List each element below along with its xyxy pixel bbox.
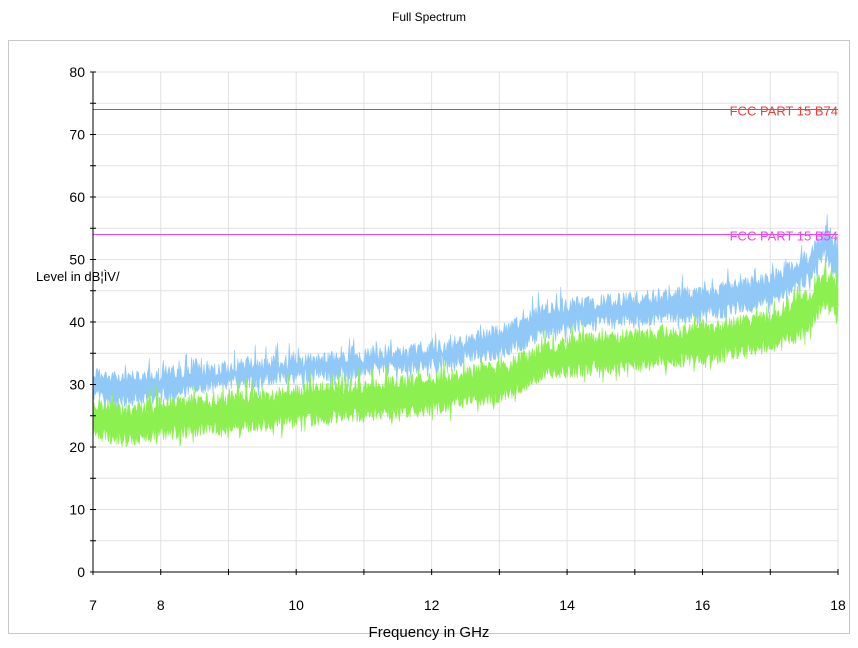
x-tick-label: 8 <box>157 597 165 613</box>
x-tick-label: 16 <box>695 597 711 613</box>
x-tick-label: 7 <box>89 597 97 613</box>
limit-line-label-2: FCC PART 15 B54 <box>730 229 838 244</box>
x-tick-label: 14 <box>559 597 575 613</box>
y-tick-label: 30 <box>69 377 85 393</box>
series-band-2 <box>92 254 839 448</box>
y-tick-label: 70 <box>69 127 85 143</box>
y-tick-label: 10 <box>69 502 85 518</box>
y-axis-label: Level in dB¦ÌV/ <box>36 269 120 284</box>
limit-line-label-1: FCC PART 15 B74 <box>730 104 838 119</box>
x-tick-label: 10 <box>288 597 304 613</box>
chart-frame <box>8 40 850 634</box>
x-tick-label: 12 <box>424 597 440 613</box>
y-tick-label: 60 <box>69 189 85 205</box>
x-tick-label: 18 <box>830 597 846 613</box>
chart-title: Full Spectrum <box>391 10 467 24</box>
y-tick-label: 20 <box>69 439 85 455</box>
y-tick-label: 0 <box>77 564 85 580</box>
x-axis-label: Frequency in GHz <box>368 624 490 641</box>
y-tick-label: 50 <box>69 252 85 268</box>
y-tick-label: 80 <box>69 64 85 80</box>
y-tick-label: 40 <box>69 314 85 330</box>
